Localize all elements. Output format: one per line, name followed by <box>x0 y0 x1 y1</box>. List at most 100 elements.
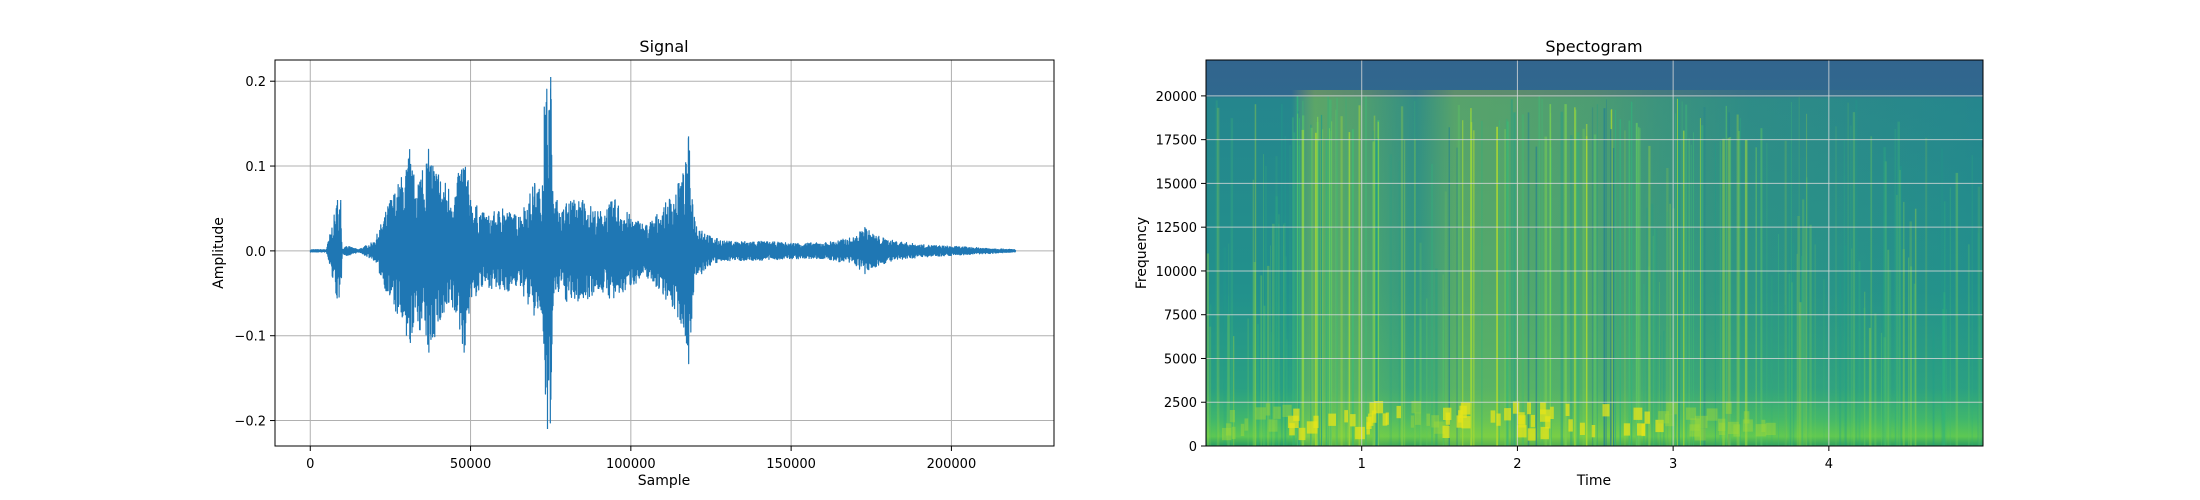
spectrogram-streak <box>1297 111 1299 446</box>
spectrogram-streak <box>1728 112 1730 446</box>
spectrogram-streak <box>1700 125 1704 446</box>
spectrogram-streak <box>1864 291 1866 446</box>
spectrogram-low-band-blob <box>1540 426 1549 440</box>
spectrogram-streak <box>1575 109 1577 446</box>
spectrogram-low-band-blob <box>1282 404 1292 417</box>
spectrogram-streak <box>1789 144 1792 446</box>
spectrogram-streak <box>1798 96 1800 446</box>
spectrogram-streak <box>1895 194 1897 446</box>
spectrogram-streak <box>1650 203 1654 446</box>
spectrogram-low-band-blob <box>1717 418 1726 431</box>
spectrogram-low-band-blob <box>1306 421 1318 434</box>
spectrogram-streak <box>1806 177 1808 446</box>
spectrogram-streak <box>1331 121 1333 446</box>
spectrogram-streak <box>1643 283 1645 446</box>
spectrogram-low-band-blob <box>1490 410 1496 423</box>
spectrogram-streak <box>1284 136 1286 446</box>
spectrogram-low-band-blob <box>1445 412 1450 425</box>
spectrogram-low-band-blob <box>1666 402 1677 415</box>
spectrogram-low-band-blob <box>1355 426 1365 440</box>
spectrogram-x-tick-label: 2 <box>1513 457 1521 472</box>
spectrogram-streak <box>1755 147 1757 446</box>
spectrogram-low-band-blob <box>1431 415 1440 428</box>
spectrogram-streak <box>1791 282 1793 446</box>
spectrogram-low-band-blob <box>1527 401 1531 415</box>
spectrogram-streak <box>1727 137 1730 446</box>
spectrogram-streak <box>1389 154 1392 446</box>
spectrogram-streak <box>1897 121 1900 446</box>
spectrogram-low-band-blob <box>1602 404 1610 417</box>
spectrogram-streak <box>1666 211 1668 446</box>
spectrogram-low-band-blob <box>1442 425 1450 438</box>
spectrogram-low-band-blob <box>1268 419 1278 432</box>
spectrogram-streak <box>1278 214 1280 446</box>
spectrogram-streak <box>1739 118 1741 446</box>
spectrogram-streak <box>1949 187 1951 446</box>
spectrogram-streak <box>1883 147 1886 446</box>
spectrogram-low-band-blob <box>1434 421 1445 434</box>
spectrogram-streak <box>1659 335 1662 446</box>
spectrogram-low-band-blob <box>1222 427 1232 441</box>
spectrogram-streak <box>1591 107 1594 446</box>
spectrogram-energy-overlay <box>1206 90 1983 446</box>
spectrogram-streak <box>1766 142 1768 446</box>
spectrogram-low-band <box>1222 401 1776 441</box>
spectrogram-y-tick-label: 12500 <box>1156 221 1197 236</box>
spectrogram-streak <box>1457 105 1460 446</box>
spectrogram-low-band-blob <box>1591 425 1596 438</box>
spectrogram-low-band-blob <box>1411 401 1421 414</box>
spectrogram-low-band-blob <box>1368 413 1374 426</box>
spectrogram-streak <box>1685 104 1688 446</box>
signal-series-line <box>309 76 1017 430</box>
spectrogram-streak <box>1443 306 1445 446</box>
spectrogram-streak <box>1844 245 1847 446</box>
spectrogram-title: Spectogram <box>1545 37 1642 56</box>
spectrogram-low-band-blob <box>1742 419 1753 432</box>
spectrogram-streak <box>1977 232 1980 446</box>
spectrogram-low-band-blob <box>1755 424 1767 437</box>
spectrogram-x-axis-label: Time <box>1576 473 1611 489</box>
spectrogram-streak <box>1688 138 1690 446</box>
spectrogram-streak <box>1283 222 1286 446</box>
spectrogram-panel: Spectogram 1 2 3 4 0 2500 5000 7500 10000 12500 1… <box>1134 37 1984 489</box>
spectrogram-streak <box>1699 118 1701 446</box>
spectrogram-streak <box>1874 313 1877 446</box>
spectrogram-low-band-blob <box>1637 423 1646 436</box>
spectrogram-streak <box>1442 329 1445 446</box>
spectrogram-streak <box>1336 97 1338 446</box>
signal-y-tick-label: 0.2 <box>245 75 266 90</box>
spectrogram-streak <box>1738 131 1740 446</box>
spectrogram-streak <box>1887 249 1890 446</box>
spectrogram-x-tick-label: 1 <box>1358 457 1366 472</box>
spectrogram-low-band-blob <box>1410 415 1415 428</box>
spectrogram-streak <box>1690 144 1692 446</box>
spectrogram-streak <box>1971 155 1973 446</box>
spectrogram-low-band-blob <box>1512 401 1520 414</box>
spectrogram-streak <box>1442 274 1445 446</box>
spectrogram-low-band-blob <box>1426 413 1430 426</box>
spectrogram-streak <box>1942 309 1945 446</box>
spectrogram-streak <box>1247 318 1249 446</box>
spectrogram-streak <box>1377 121 1379 446</box>
spectrogram-low-band-blob <box>1527 428 1536 441</box>
spectrogram-streak <box>1847 102 1849 446</box>
spectrogram-streak <box>1784 305 1786 446</box>
signal-x-tick-label: 0 <box>306 457 314 472</box>
signal-y-tick-label: −0.1 <box>234 330 266 345</box>
spectrogram-streak <box>1574 107 1576 446</box>
spectrogram-streak <box>1792 242 1795 446</box>
spectrogram-low-band-blob <box>1369 402 1376 415</box>
spectrogram-low-band-blob <box>1540 409 1551 422</box>
spectrogram-streak <box>1981 147 1983 446</box>
spectrogram-y-tick-label: 20000 <box>1156 90 1197 105</box>
signal-waveform <box>309 76 1017 430</box>
spectrogram-low-band-blob <box>1298 427 1306 441</box>
spectrogram-low-band-blob <box>1743 411 1750 424</box>
spectrogram-plot-frame <box>1205 59 1984 447</box>
spectrogram-low-band-blob <box>1685 407 1697 420</box>
spectrogram-streak <box>1778 234 1779 446</box>
spectrogram-low-band-blob <box>1718 422 1726 435</box>
spectrogram-streak <box>1252 179 1254 446</box>
spectrogram-streak <box>1481 120 1483 446</box>
